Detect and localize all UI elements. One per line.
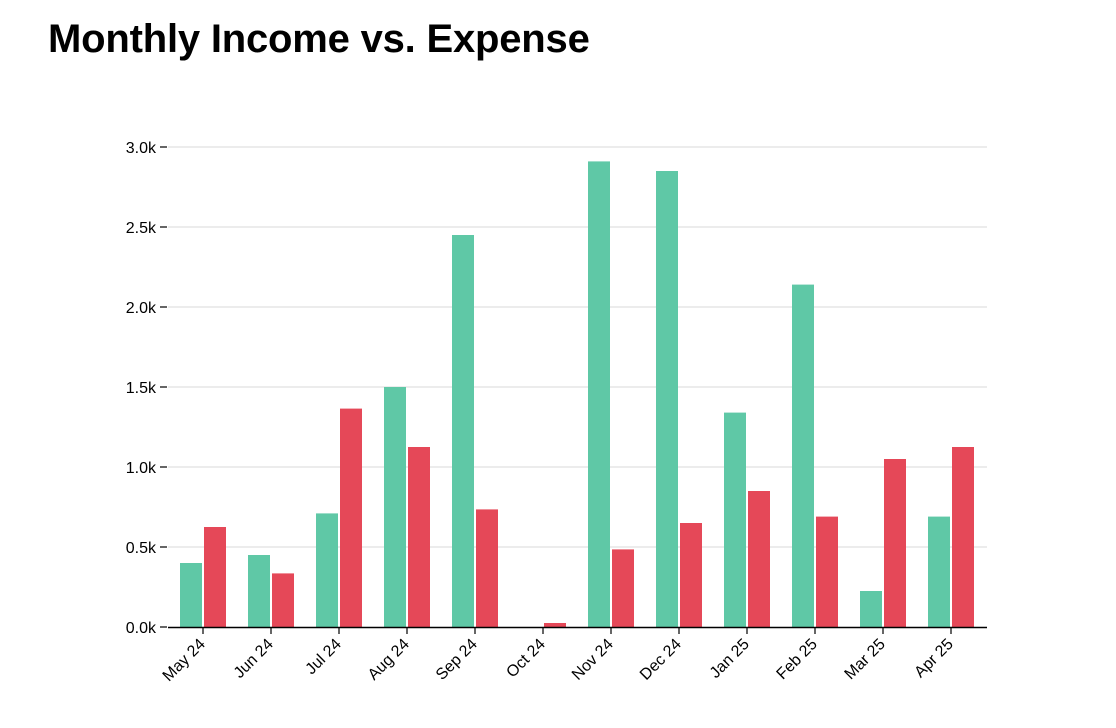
y-tick-label: 3.0k xyxy=(126,140,157,157)
x-tick-label: Aug 24 xyxy=(365,636,413,684)
expense-bar xyxy=(612,549,634,627)
y-tick-label: 2.5k xyxy=(126,220,157,237)
income-bar xyxy=(316,513,338,627)
grid-lines xyxy=(168,146,987,548)
income-bar xyxy=(724,412,746,627)
expense-bar xyxy=(748,491,770,627)
x-tick-label: May 24 xyxy=(160,636,209,685)
x-tick-label: Feb 25 xyxy=(774,636,821,683)
income-bar xyxy=(180,563,202,627)
y-tick-label: 1.5k xyxy=(126,380,157,397)
income-bar xyxy=(384,387,406,627)
bars xyxy=(180,161,974,627)
expense-bar xyxy=(884,459,906,627)
y-tick-label: 0.5k xyxy=(126,540,157,557)
x-tick-label: Sep 24 xyxy=(433,636,481,684)
y-tick-label: 1.0k xyxy=(126,460,157,477)
x-tick-label: Oct 24 xyxy=(503,636,548,681)
chart-title: Monthly Income vs. Expense xyxy=(48,17,590,61)
income-bar xyxy=(656,171,678,627)
x-tick-label: Dec 24 xyxy=(637,636,685,684)
x-tick-label: Jan 25 xyxy=(707,636,753,682)
x-tick-label: Jun 24 xyxy=(231,636,277,682)
income-bar xyxy=(248,555,270,627)
expense-bar xyxy=(340,408,362,627)
income-bar xyxy=(860,591,882,627)
income-bar xyxy=(452,235,474,627)
expense-bar xyxy=(408,447,430,627)
expense-bar xyxy=(272,573,294,627)
expense-bar xyxy=(680,523,702,627)
expense-bar xyxy=(544,623,566,627)
x-tick-label: Nov 24 xyxy=(569,636,617,684)
x-tick-label: Mar 25 xyxy=(842,636,889,683)
expense-bar xyxy=(816,516,838,627)
income-bar xyxy=(928,516,950,627)
expense-bar xyxy=(952,447,974,627)
x-tick-label: Apr 25 xyxy=(911,636,956,681)
y-tick-label: 2.0k xyxy=(126,300,157,317)
income-bar xyxy=(588,161,610,627)
expense-bar xyxy=(204,527,226,627)
y-tick-label: 0.0k xyxy=(126,620,157,637)
income-bar xyxy=(792,284,814,627)
x-tick-label: Jul 24 xyxy=(303,636,345,678)
expense-bar xyxy=(476,509,498,627)
